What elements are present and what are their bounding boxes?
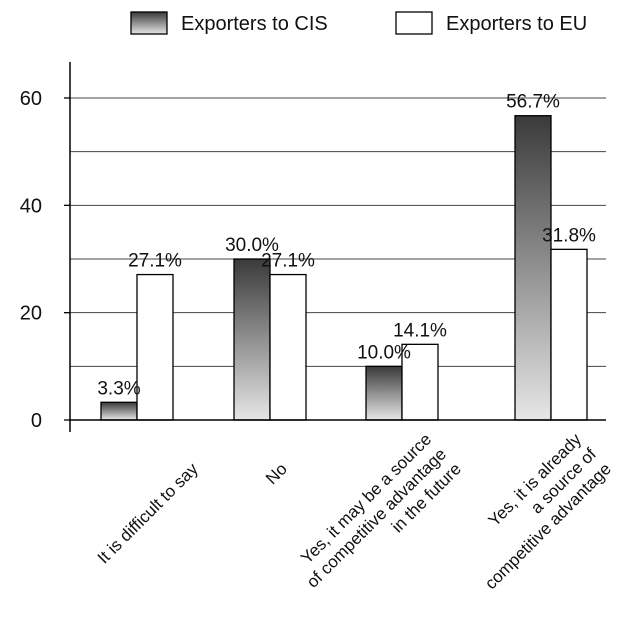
y-tick-label: 20 [20,303,42,325]
bar [233,258,271,421]
bar [514,115,552,421]
data-label: 27.1% [261,251,315,272]
bar [136,273,174,421]
axes [69,62,606,432]
category-label-line: No [262,459,291,488]
data-label: 3.3% [97,378,140,399]
data-label: 14.1% [393,320,447,341]
legend: Exporters to CIS Exporters to EU [130,11,587,35]
bar [269,273,307,421]
bar [550,248,588,421]
legend-label-cis: Exporters to CIS [181,13,328,35]
data-label: 30.0% [225,235,279,256]
legend-swatch-eu [395,11,433,35]
category-label-line: It is difficult to say [94,459,202,567]
data-label: 56.7% [506,92,560,113]
y-tick-label: 0 [31,410,42,432]
category-label: No [262,459,291,488]
category-labels: It is difficult to say No Yes, it may be a… [94,429,615,593]
data-label: 27.1% [128,251,182,272]
data-labels: 3.3% 30.0% 10.0% 56.7% 27.1% 27.1% 14.1% 31.8% [97,92,596,400]
legend-label-eu: Exporters to EU [446,13,587,35]
bars [100,115,588,421]
y-tick-label: 40 [20,195,42,217]
data-label: 31.8% [542,225,596,246]
category-label: It is difficult to say [94,459,202,567]
data-label: 10.0% [357,342,411,363]
bar [100,401,138,421]
legend-swatch-cis [130,11,168,35]
bar [365,365,403,421]
y-axis-ticks: 0 20 40 60 [20,88,70,432]
y-tick-label: 60 [20,88,42,110]
category-label-line: of competitive advantage [303,445,450,592]
